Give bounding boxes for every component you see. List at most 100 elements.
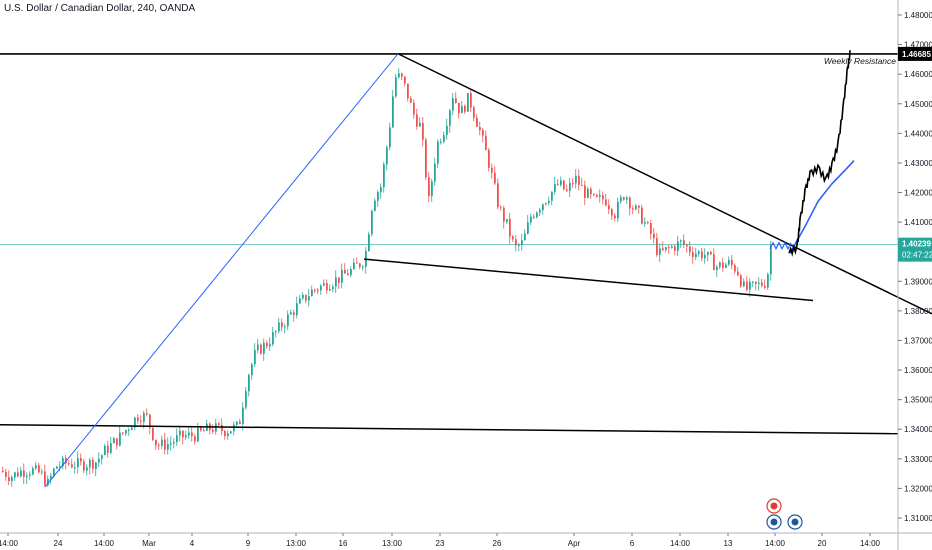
flag-icon-center [791, 518, 799, 526]
candle-body [134, 417, 136, 428]
candle-body [500, 207, 502, 209]
candle-body [50, 475, 52, 479]
candle-body [23, 470, 25, 477]
candle-body [752, 281, 754, 283]
candle-body [326, 283, 328, 291]
candle-body [371, 210, 373, 235]
candle-body [149, 414, 151, 428]
candle-body [749, 281, 751, 290]
price-tick-label: 1.46000 [904, 70, 932, 79]
candle-body [662, 248, 664, 250]
candle-body [32, 468, 34, 475]
candle-body [764, 285, 766, 288]
candle-body [485, 135, 487, 151]
time-tick-label: 14:00 [765, 539, 786, 548]
diagonal-blue-line [44, 53, 399, 488]
candle-body [374, 200, 376, 211]
candle-body [416, 114, 418, 127]
candle-body [461, 105, 463, 114]
candle-body [497, 183, 499, 208]
resistance-price-label-bg [898, 46, 932, 61]
horizontal-support [0, 424, 899, 435]
candle-body [8, 477, 10, 482]
candle-body [761, 282, 763, 286]
time-tick-label: Apr [568, 539, 581, 548]
candle-body [257, 344, 259, 351]
forecast-path-black [788, 50, 851, 257]
candle-body [362, 266, 364, 268]
price-tick-label: 1.41000 [904, 218, 932, 227]
candle-body [617, 201, 619, 219]
time-tick-label: 14:00 [860, 539, 881, 548]
candle-body [587, 188, 589, 198]
candle-body [290, 312, 292, 315]
time-tick-label: 9 [246, 539, 251, 548]
candle-body [320, 285, 322, 291]
candle-body [188, 432, 190, 436]
candle-body [182, 430, 184, 438]
candle-body [566, 189, 568, 191]
candle-body [380, 187, 382, 193]
time-tick-label: 13:00 [286, 539, 307, 548]
candle-body [413, 102, 415, 115]
weekly-resistance-annotation: Weekly Resistance [824, 56, 896, 66]
candle-body [551, 191, 553, 201]
candle-body [377, 192, 379, 201]
time-tick-label: 4 [190, 539, 195, 548]
event-icons-layer [766, 498, 803, 530]
candle-body [230, 431, 232, 434]
time-tick-label: 16 [339, 539, 348, 548]
candle-body [458, 102, 460, 114]
candle-body [107, 445, 109, 453]
candle-body [638, 205, 640, 208]
candles-layer [2, 68, 772, 487]
candle-body [647, 222, 649, 224]
candle-body [185, 435, 187, 438]
candle-body [572, 183, 574, 185]
candle-body [608, 205, 610, 210]
candle-body [434, 163, 436, 182]
candle-body [89, 459, 91, 468]
candle-body [431, 181, 433, 197]
candle-body [350, 268, 352, 276]
candle-body [524, 233, 526, 241]
candle-body [314, 289, 316, 291]
candle-body [521, 240, 523, 245]
time-tick-label: 20 [818, 539, 827, 548]
candle-body [368, 234, 370, 252]
candle-body [146, 413, 148, 415]
candle-body [743, 281, 745, 287]
candle-body [770, 244, 772, 275]
candle-body [455, 98, 457, 103]
candle-body [260, 344, 262, 354]
candle-body [281, 322, 283, 328]
countdown-label: 02:47:22 [902, 251, 932, 260]
price-tick-label: 1.34000 [904, 425, 932, 434]
candle-body [560, 180, 562, 185]
candle-body [674, 246, 676, 251]
candle-body [452, 98, 454, 111]
candle-body [248, 375, 250, 392]
candle-body [41, 471, 43, 473]
candle-body [203, 430, 205, 432]
candle-body [692, 252, 694, 258]
candle-body [125, 429, 127, 434]
candle-body [656, 238, 658, 255]
candle-body [704, 255, 706, 259]
candle-body [599, 195, 601, 197]
price-tick-label: 1.47000 [904, 41, 932, 50]
candle-body [611, 209, 613, 216]
candle-body [569, 183, 571, 191]
candle-body [584, 185, 586, 198]
candle-body [491, 167, 493, 173]
candle-body [383, 164, 385, 188]
candle-body [716, 266, 718, 270]
candle-body [437, 141, 439, 164]
candle-body [56, 466, 58, 469]
candle-body [218, 423, 220, 425]
candle-body [302, 294, 304, 299]
candle-body [650, 223, 652, 234]
candle-body [596, 194, 598, 197]
